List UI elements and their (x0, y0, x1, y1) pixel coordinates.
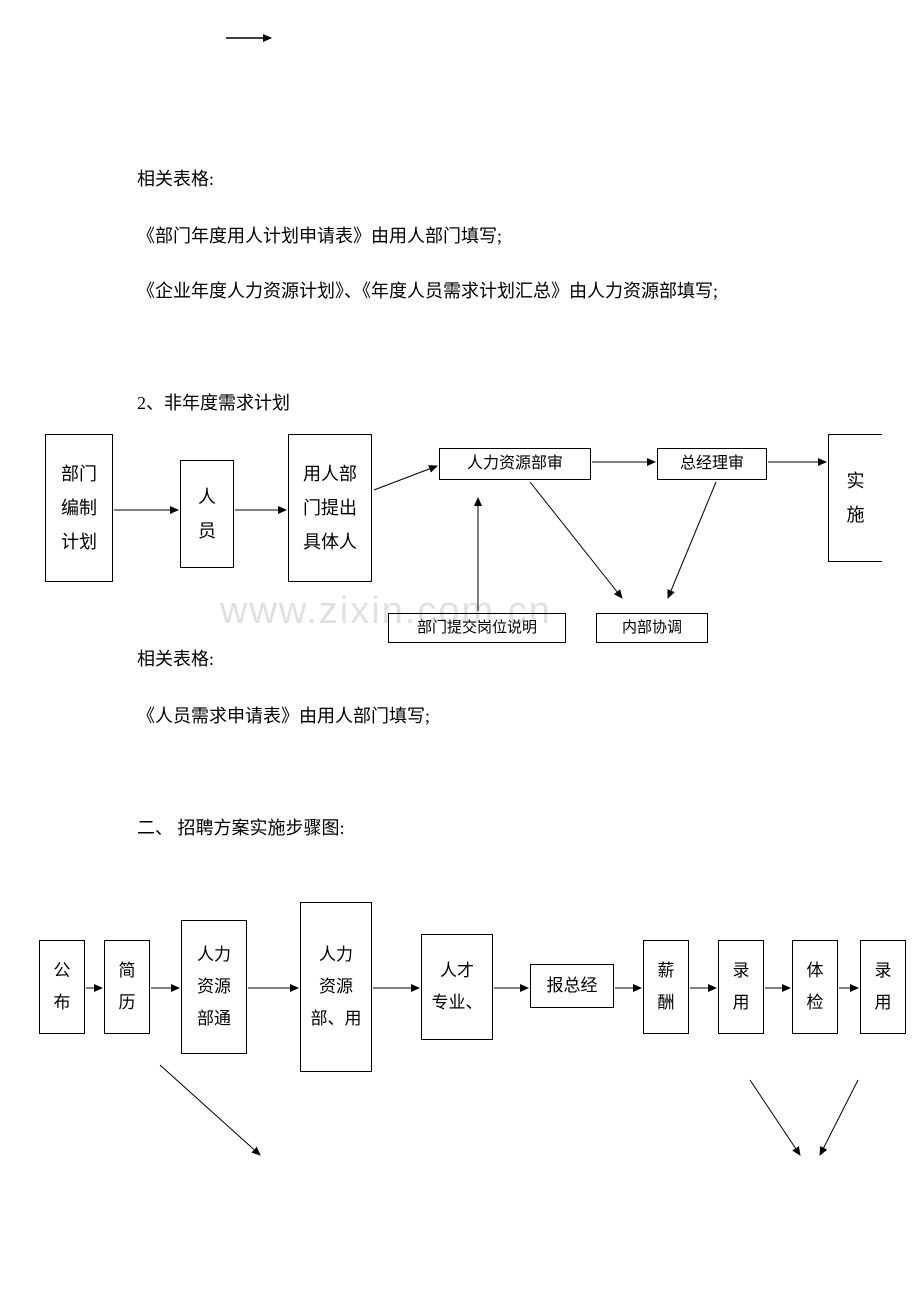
flow2-arr-d1 (160, 1065, 260, 1155)
flow1-node-job-spec: 部门提交岗位说明 (388, 613, 566, 643)
flow1-node-dept-plan: 部门 编制 计划 (45, 434, 113, 582)
flow1-node-personnel: 人 员 (180, 460, 234, 568)
flow1-node-dept-submit: 用人部 门提出 具体人 (288, 434, 372, 582)
flow1-node-gm-review: 总经理审 (657, 448, 767, 480)
para1-line-3: 2、非年度需求计划 (137, 394, 290, 412)
flow1-arr-7 (530, 482, 622, 598)
flow2-node-hr-dept: 人力 资源 部、用 (300, 902, 372, 1072)
flow2-node-resume: 简 历 (104, 940, 150, 1034)
para1-line-0: 相关表格: (137, 170, 214, 188)
flow2-node-talent: 人才 专业、 (421, 934, 493, 1040)
flow2-arr-d3 (820, 1080, 858, 1155)
flow1-node-internal-coord: 内部协调 (596, 613, 708, 643)
para2-line-0: 相关表格: (137, 650, 214, 668)
flow1-node-hr-review: 人力资源部审 (439, 448, 591, 480)
para1-line-2: 《企业年度人力资源计划》、《年度人员需求计划汇总》由人力资源部填写; (137, 282, 718, 300)
flow2-node-hire1: 录 用 (718, 940, 764, 1034)
flow1-node-implement: 实 施 (828, 434, 882, 562)
flow2-arr-d2 (750, 1080, 800, 1155)
flow2-node-medcheck: 体 检 (792, 940, 838, 1034)
flow2-node-hr-notify: 人力 资源 部通 (181, 920, 247, 1054)
flow1-arr-3 (374, 466, 437, 490)
flow2-node-report-gm: 报总经 (530, 964, 614, 1008)
para1-line-1: 《部门年度用人计划申请表》由用人部门填写; (137, 227, 502, 245)
flow2-node-hire2: 录 用 (860, 940, 906, 1034)
flow2-node-publish: 公 布 (39, 940, 85, 1034)
para2-line-1: 《人员需求申请表》由用人部门填写; (137, 707, 430, 725)
flow2-node-salary: 薪 酬 (643, 940, 689, 1034)
para2-line-2: 二、 招聘方案实施步骤图: (137, 819, 345, 837)
flow1-arr-8 (668, 482, 716, 598)
